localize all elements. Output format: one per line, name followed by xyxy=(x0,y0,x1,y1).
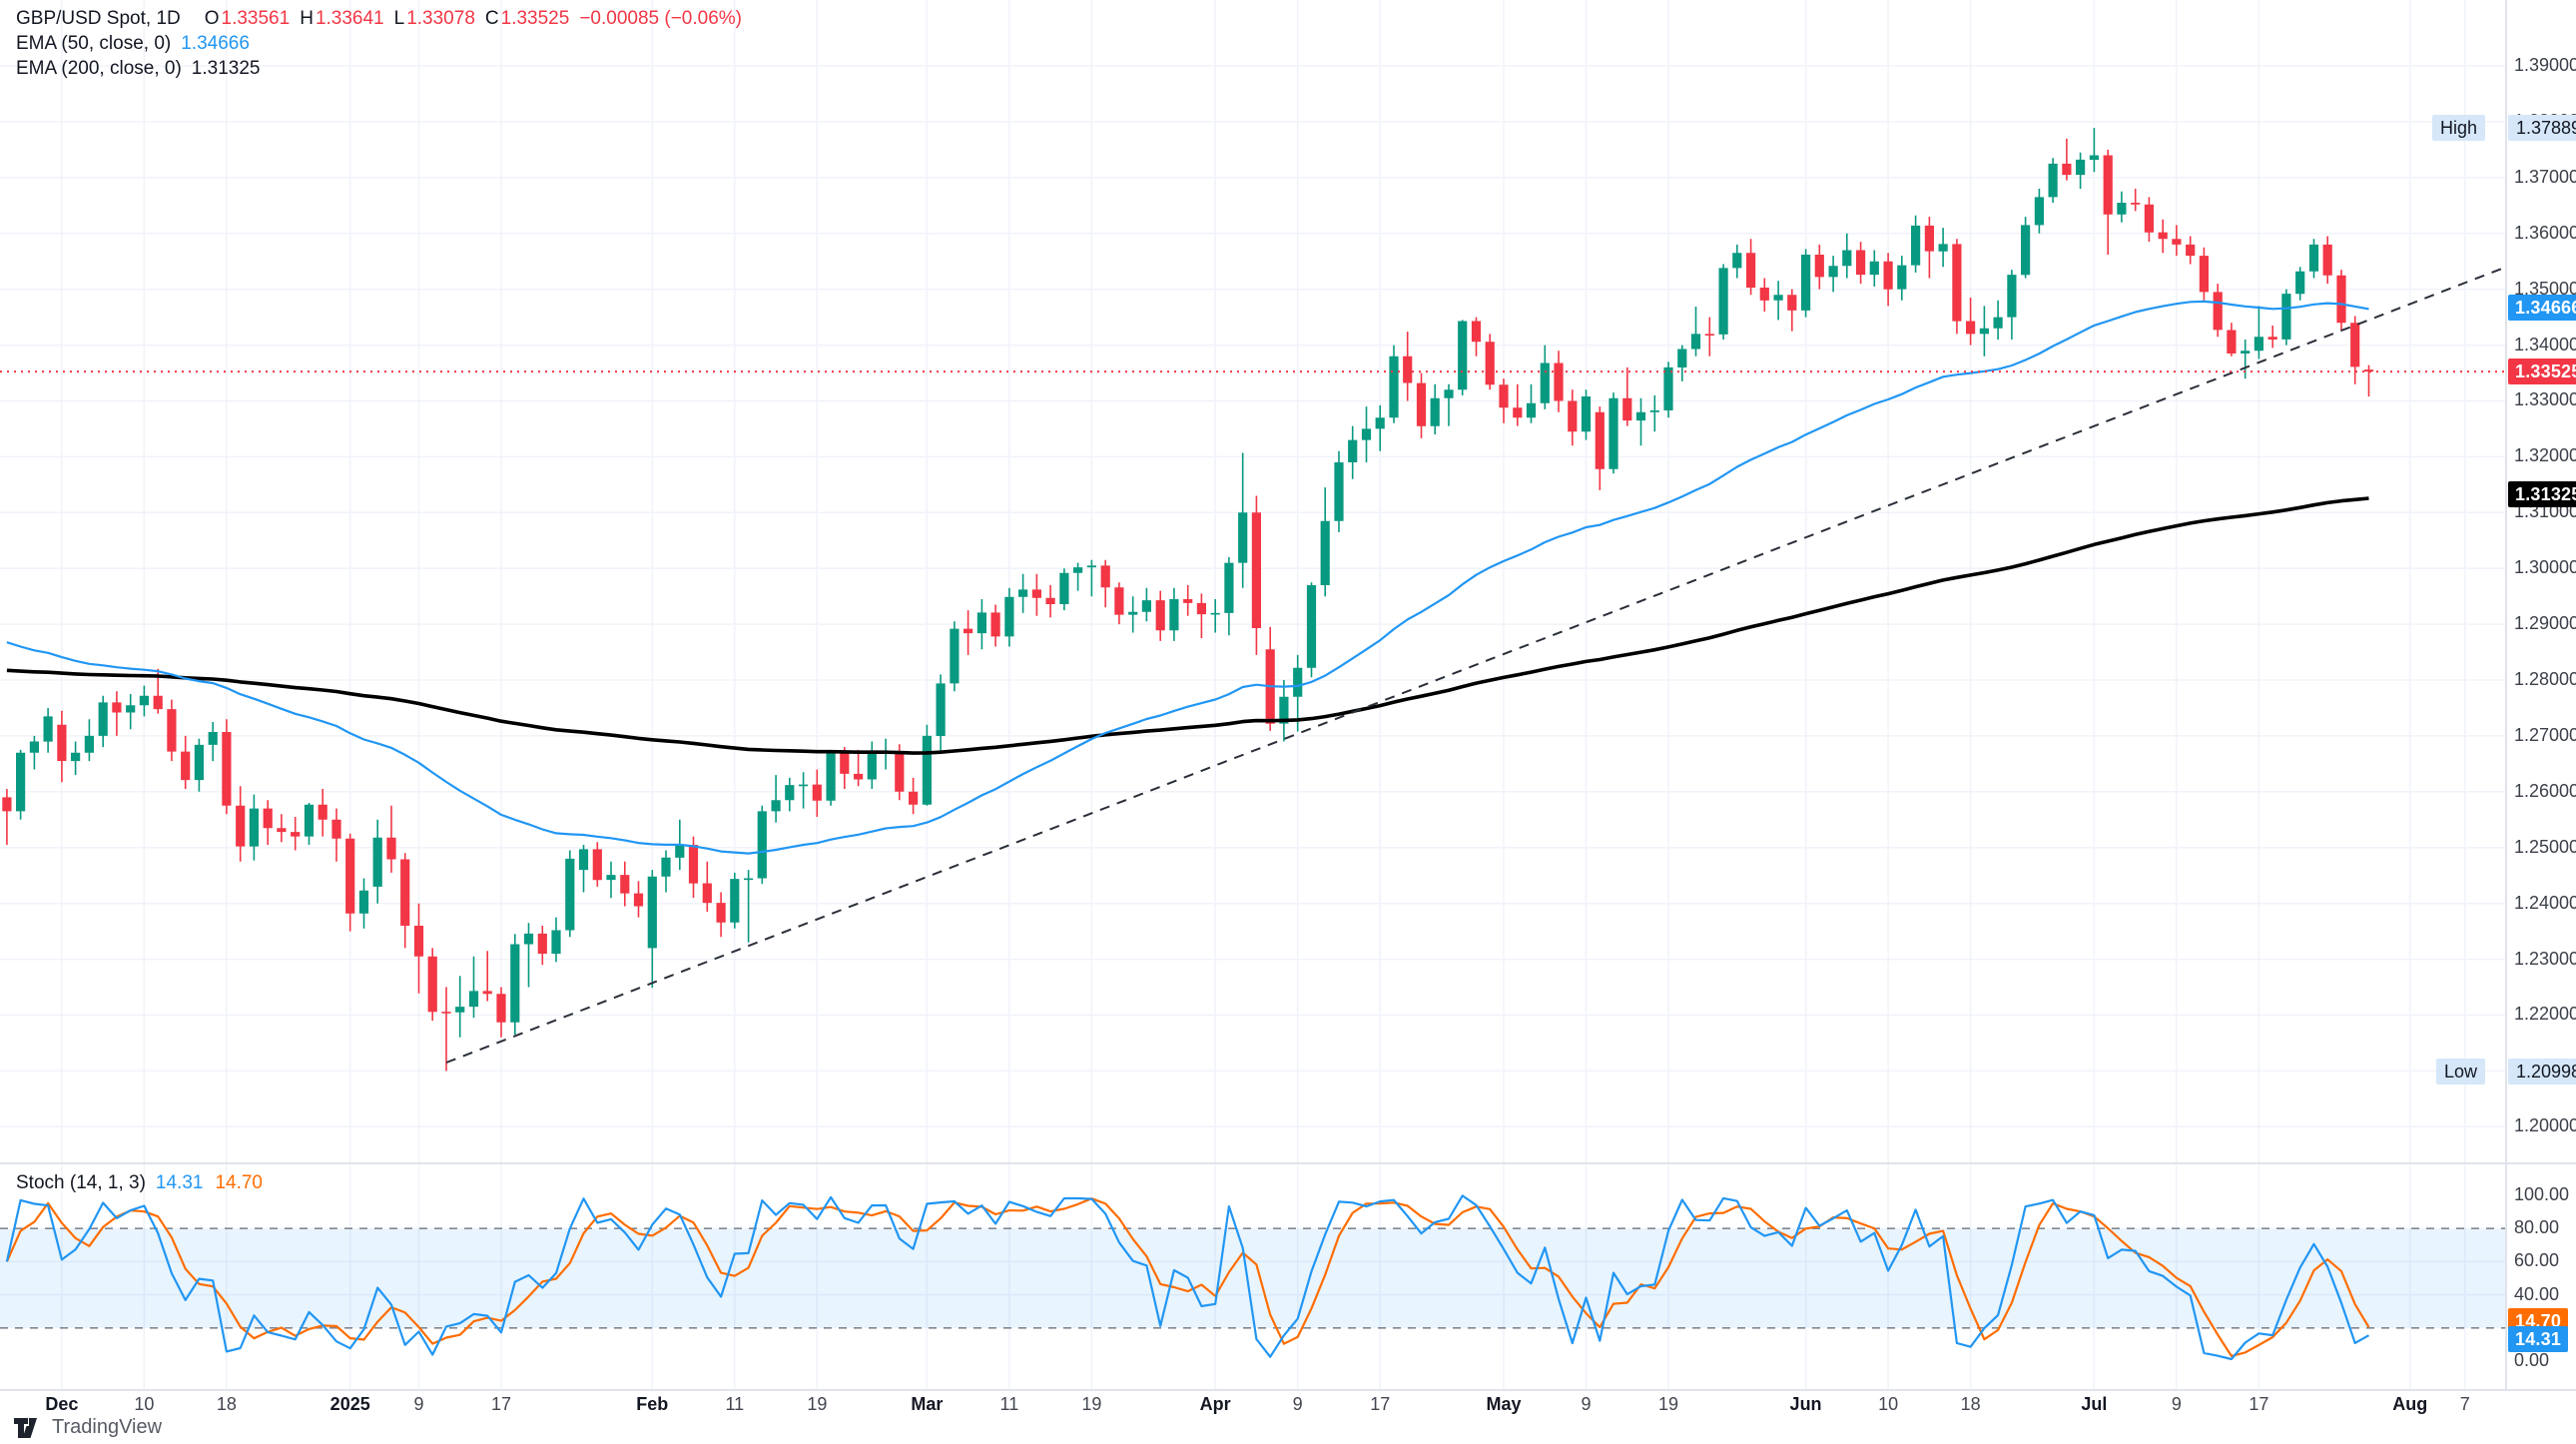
time-tick-label: 18 xyxy=(1960,1394,1981,1414)
price-tick-label: 1.33000 xyxy=(2514,389,2576,410)
ema50-line xyxy=(6,300,2369,855)
price-tick-label: 1.20000 xyxy=(2514,1115,2576,1136)
time-tick-label: 19 xyxy=(807,1394,828,1414)
high-value: 1.33641 xyxy=(315,8,384,29)
high-label: H xyxy=(300,8,314,29)
open-value: 1.33561 xyxy=(221,8,291,29)
low-value: 1.33078 xyxy=(406,8,475,29)
time-tick-label: May xyxy=(1486,1394,1522,1414)
ema200-axis-badge: 1.31325 xyxy=(2508,481,2576,508)
price-tick-label: 1.27000 xyxy=(2514,724,2576,745)
ema50-legend-row[interactable]: EMA (50, close, 0) 1.34666 xyxy=(16,33,742,58)
time-tick-label: 17 xyxy=(490,1394,512,1414)
time-tick-label: 7 xyxy=(2459,1394,2470,1414)
price-tick-label: 1.39000 xyxy=(2514,55,2576,75)
open-label: O xyxy=(204,8,220,29)
low-label: L xyxy=(393,8,405,29)
time-tick-label: Jun xyxy=(1789,1394,1822,1414)
time-tick-label: 9 xyxy=(1292,1394,1303,1414)
main-legend: GBP/USD Spot, 1D O 1.33561 H 1.33641 L 1.33… xyxy=(16,8,742,83)
ema200-value: 1.31325 xyxy=(191,58,261,79)
time-tick-label: 11 xyxy=(999,1394,1019,1414)
time-tick-label: 10 xyxy=(1878,1394,1899,1414)
tradingview-logo-text: TradingView xyxy=(52,1416,163,1438)
ema200-line xyxy=(6,496,2369,755)
time-tick-label: 19 xyxy=(1658,1394,1679,1414)
stoch-k-value: 14.31 xyxy=(155,1172,204,1193)
ema50-value: 1.34666 xyxy=(181,33,250,54)
stoch-k-line xyxy=(5,1194,2370,1361)
low-marker-value: 1.20998 xyxy=(2508,1058,2576,1084)
trendline xyxy=(445,266,2507,1064)
time-tick-label: 17 xyxy=(2249,1394,2269,1414)
time-tick-label: 9 xyxy=(413,1394,424,1414)
close-label: C xyxy=(484,8,499,29)
price-tick-label: 1.35000 xyxy=(2514,278,2576,299)
ema50-label: EMA (50, close, 0) xyxy=(16,33,172,54)
time-tick-label: 10 xyxy=(134,1394,155,1414)
stoch-k-axis-badge: 14.31 xyxy=(2508,1326,2569,1352)
high-marker-value: 1.37889 xyxy=(2508,115,2576,142)
time-tick-label: 2025 xyxy=(329,1394,370,1414)
close-value: 1.33525 xyxy=(500,8,570,29)
price-tick-label: 1.34000 xyxy=(2514,334,2576,355)
symbol-legend-row[interactable]: GBP/USD Spot, 1D O 1.33561 H 1.33641 L 1.33… xyxy=(16,8,742,33)
ema200-label: EMA (200, close, 0) xyxy=(16,58,182,79)
time-tick-label: Feb xyxy=(636,1394,669,1414)
time-tick-label: Mar xyxy=(911,1394,944,1414)
ema50-axis-badge: 1.34666 xyxy=(2508,295,2576,322)
time-tick-label: Jul xyxy=(2081,1394,2108,1414)
candlestick-series xyxy=(2,128,2374,1072)
low-marker-label: Low xyxy=(2436,1058,2486,1084)
price-tick-label: 1.23000 xyxy=(2514,948,2576,969)
price-tick-label: 1.25000 xyxy=(2514,836,2576,857)
stoch-legend[interactable]: Stoch (14, 1, 3) 14.31 14.70 xyxy=(16,1172,263,1197)
stoch-d-line xyxy=(5,1197,2370,1358)
price-tick-label: 1.30000 xyxy=(2514,557,2576,578)
price-tick-label: 1.22000 xyxy=(2514,1004,2576,1025)
last-price-axis-badge: 1.33525 xyxy=(2508,359,2576,385)
time-tick-label: Aug xyxy=(2392,1394,2428,1414)
price-tick-label: 1.36000 xyxy=(2514,222,2576,243)
symbol-title: GBP/USD Spot, 1D xyxy=(16,8,181,29)
tradingview-logo-icon xyxy=(14,1417,37,1438)
stoch-tick-label: 40.00 xyxy=(2514,1283,2560,1304)
stoch-label: Stoch (14, 1, 3) xyxy=(16,1172,146,1193)
time-tick-label: Apr xyxy=(1199,1394,1231,1414)
time-tick-label: 11 xyxy=(725,1394,745,1414)
stoch-d-value: 14.70 xyxy=(215,1172,263,1193)
tradingview-logo[interactable]: TradingView xyxy=(14,1416,162,1439)
time-tick-label: 18 xyxy=(216,1394,237,1414)
time-tick-label: Dec xyxy=(45,1394,79,1414)
stoch-tick-label: 60.00 xyxy=(2514,1250,2560,1271)
time-tick-label: 19 xyxy=(1081,1394,1102,1414)
price-tick-label: 1.32000 xyxy=(2514,445,2576,466)
time-tick-label: 9 xyxy=(1581,1394,1592,1414)
price-tick-label: 1.29000 xyxy=(2514,613,2576,634)
high-marker-label: High xyxy=(2432,115,2486,142)
ema200-legend-row[interactable]: EMA (200, close, 0) 1.31325 xyxy=(16,58,742,83)
stoch-tick-label: 0.00 xyxy=(2514,1350,2550,1370)
price-tick-label: 1.37000 xyxy=(2514,166,2576,187)
change-value: −0.00085 (−0.06%) xyxy=(579,8,742,29)
time-tick-label: 17 xyxy=(1370,1394,1391,1414)
price-tick-label: 1.24000 xyxy=(2514,892,2576,913)
price-tick-label: 1.26000 xyxy=(2514,780,2576,801)
price-tick-label: 1.28000 xyxy=(2514,669,2576,690)
stoch-tick-label: 100.00 xyxy=(2514,1184,2570,1204)
time-tick-label: 9 xyxy=(2171,1394,2182,1414)
stoch-tick-label: 80.00 xyxy=(2514,1217,2560,1238)
